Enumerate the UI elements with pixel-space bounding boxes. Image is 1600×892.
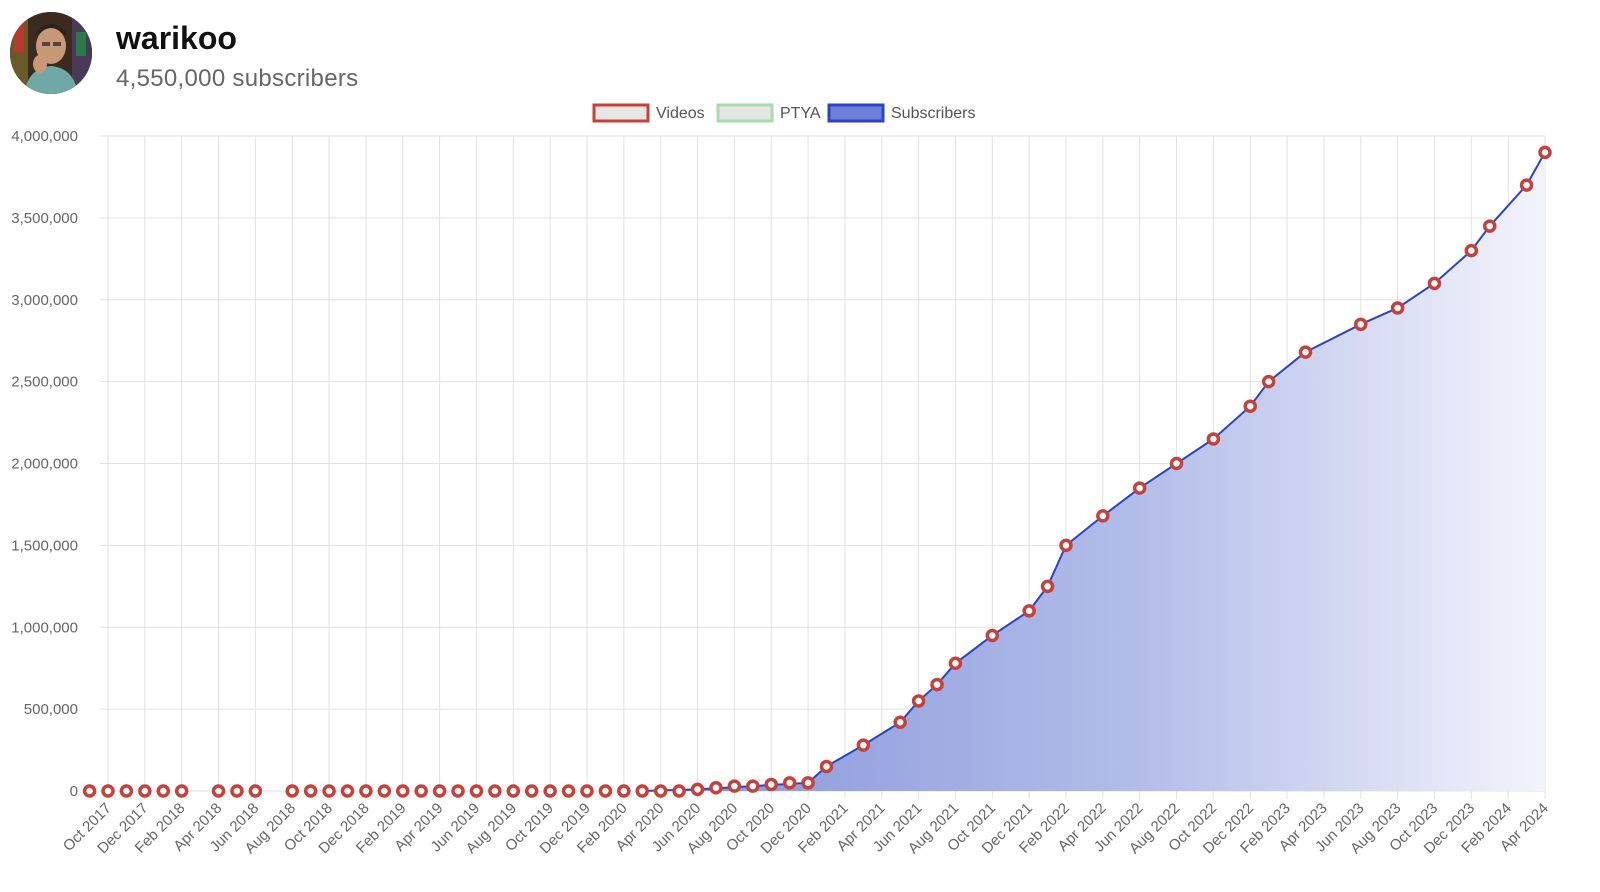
- video-point[interactable]: [488, 784, 502, 798]
- y-tick-label: 3,000,000: [11, 292, 78, 309]
- video-point[interactable]: [580, 784, 594, 798]
- y-tick-label: 2,000,000: [11, 456, 78, 473]
- video-point[interactable]: [1022, 604, 1036, 618]
- video-point[interactable]: [469, 784, 484, 798]
- video-point[interactable]: [414, 784, 428, 798]
- y-tick-label: 0: [70, 783, 78, 800]
- video-point[interactable]: [985, 628, 1000, 643]
- video-point[interactable]: [82, 784, 97, 798]
- video-point[interactable]: [1040, 579, 1055, 594]
- video-point[interactable]: [635, 784, 650, 798]
- video-point[interactable]: [1132, 481, 1147, 495]
- subscribers-area-layer: [642, 151, 1546, 792]
- video-point[interactable]: [1059, 538, 1073, 553]
- video-point[interactable]: [451, 784, 465, 798]
- legend-label[interactable]: Subscribers: [891, 105, 975, 122]
- video-point[interactable]: [174, 784, 189, 798]
- legend-swatch[interactable]: [592, 103, 650, 123]
- video-point[interactable]: [101, 784, 115, 798]
- video-point[interactable]: [285, 784, 299, 798]
- video-point[interactable]: [856, 738, 871, 752]
- video-point[interactable]: [598, 784, 613, 798]
- video-point[interactable]: [746, 779, 760, 793]
- legend-label[interactable]: Videos: [656, 105, 705, 122]
- video-point[interactable]: [1169, 456, 1184, 471]
- y-tick-label: 3,500,000: [11, 210, 78, 227]
- video-point[interactable]: [561, 784, 576, 798]
- video-point[interactable]: [138, 784, 152, 798]
- video-point[interactable]: [1096, 509, 1110, 523]
- channel-name: warikoo: [116, 20, 237, 56]
- y-tick-label: 2,500,000: [11, 374, 78, 391]
- video-point[interactable]: [709, 780, 723, 795]
- channel-header: warikoo 4,550,000 subscribers: [0, 0, 1600, 100]
- video-point[interactable]: [1298, 345, 1313, 359]
- video-point[interactable]: [396, 784, 410, 798]
- video-point[interactable]: [322, 784, 336, 798]
- video-point[interactable]: [893, 715, 907, 729]
- video-point[interactable]: [653, 784, 668, 798]
- video-point[interactable]: [1519, 178, 1534, 192]
- video-point[interactable]: [801, 776, 815, 790]
- videos-points-layer: [82, 145, 1552, 798]
- video-point[interactable]: [156, 784, 171, 798]
- video-point[interactable]: [930, 677, 944, 692]
- subscribers-area: [642, 152, 1545, 791]
- video-point[interactable]: [672, 784, 686, 798]
- video-point[interactable]: [1482, 219, 1497, 233]
- legend-swatch[interactable]: [827, 103, 885, 123]
- video-point[interactable]: [377, 784, 392, 798]
- video-point[interactable]: [230, 784, 244, 798]
- video-point[interactable]: [1427, 276, 1442, 291]
- subscribers-line: [642, 151, 1546, 792]
- video-point[interactable]: [1538, 145, 1552, 160]
- video-point[interactable]: [340, 784, 355, 798]
- video-point[interactable]: [359, 784, 373, 798]
- video-point[interactable]: [303, 784, 318, 798]
- video-point[interactable]: [764, 777, 778, 792]
- video-point[interactable]: [432, 784, 447, 798]
- avatar-image: [10, 12, 92, 94]
- video-point[interactable]: [506, 784, 521, 798]
- y-tick-label: 500,000: [24, 701, 78, 718]
- y-axis: 4,000,000 3,500,000 3,000,000 2,500,000 2,00…: [11, 128, 78, 800]
- video-point[interactable]: [248, 784, 263, 798]
- legend-label[interactable]: PTYA: [780, 105, 821, 122]
- video-point[interactable]: [1243, 399, 1257, 413]
- video-point[interactable]: [1464, 243, 1479, 258]
- y-tick-label: 1,000,000: [11, 619, 78, 636]
- avatar[interactable]: [10, 12, 92, 94]
- video-point[interactable]: [524, 784, 539, 798]
- subscriber-count: 4,550,000 subscribers: [116, 65, 359, 92]
- video-point[interactable]: [948, 656, 963, 671]
- video-point[interactable]: [1261, 374, 1276, 389]
- video-point[interactable]: [543, 784, 557, 798]
- video-point[interactable]: [1390, 301, 1405, 315]
- video-point[interactable]: [782, 776, 797, 790]
- growth-chart: 4,000,000 3,500,000 3,000,000 2,500,000 2,00…: [11, 103, 1552, 857]
- y-tick-label: 1,500,000: [11, 537, 78, 554]
- video-point[interactable]: [819, 759, 834, 774]
- legend-swatch[interactable]: [716, 103, 774, 123]
- video-point[interactable]: [617, 784, 631, 798]
- video-point[interactable]: [119, 784, 134, 798]
- video-point[interactable]: [727, 779, 742, 793]
- video-point[interactable]: [1206, 432, 1221, 446]
- video-point[interactable]: [1354, 317, 1368, 332]
- y-tick-label: 4,000,000: [11, 128, 78, 145]
- video-point[interactable]: [911, 694, 926, 708]
- legend: Videos PTYA Subscribers: [592, 103, 975, 123]
- video-point[interactable]: [211, 784, 226, 798]
- video-point[interactable]: [690, 782, 705, 797]
